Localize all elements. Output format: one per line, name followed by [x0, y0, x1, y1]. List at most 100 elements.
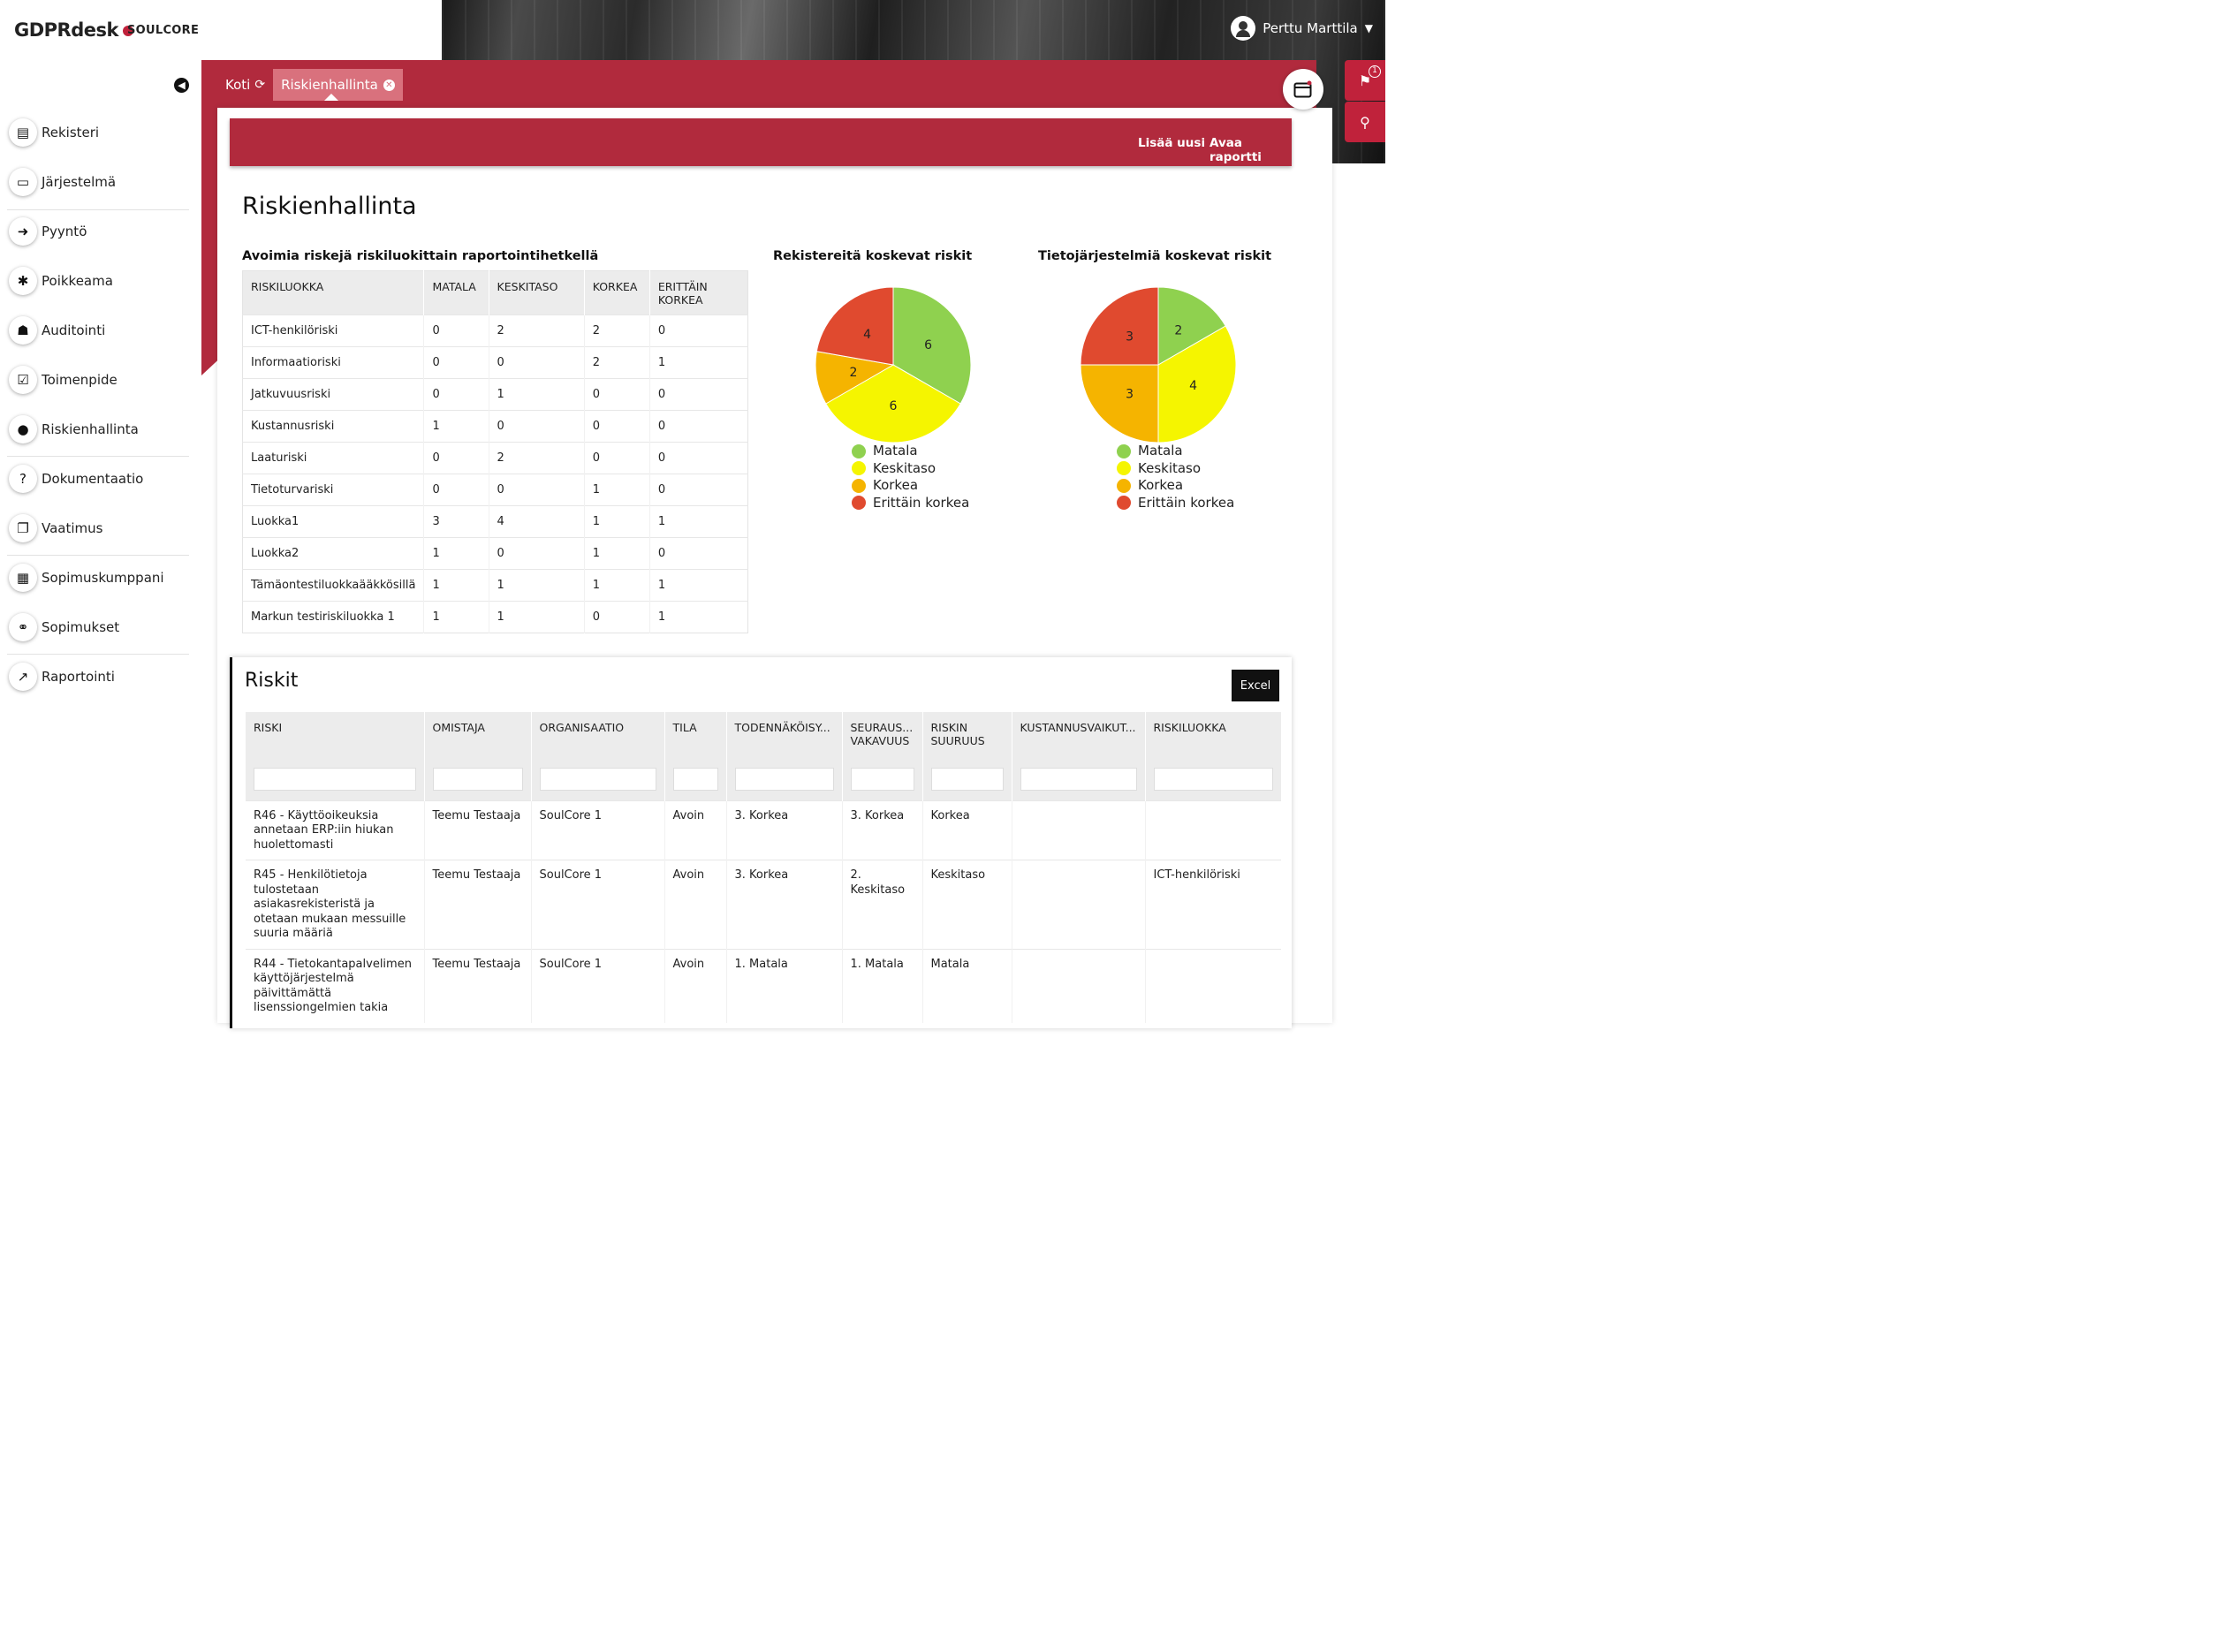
pie-slice-erittäin-korkea[interactable] [1080, 286, 1159, 366]
risk-count-cell: 0 [648, 314, 748, 347]
sidebar-item-poikkeama[interactable]: ✱ Poikkeama [9, 263, 113, 299]
search-button[interactable]: ⚲ [1345, 102, 1385, 142]
column-filter-input[interactable] [1153, 767, 1273, 791]
sidebar-item-dokumentaatio[interactable]: ? Dokumentaatio [9, 461, 143, 496]
sidebar-item-sopimuskumppani[interactable]: ▦ Sopimuskumppani [9, 560, 164, 595]
pie-slice-erittäin-korkea[interactable] [815, 286, 894, 366]
close-circle-icon[interactable]: ✕ [383, 79, 395, 91]
breadcrumb-home[interactable]: Koti ⟳ [217, 77, 273, 93]
column-filter-input[interactable] [1020, 767, 1137, 791]
legend-item[interactable]: Erittäin korkea [852, 495, 969, 512]
column-header[interactable]: KUSTANNUSVAIKUT... [1011, 712, 1145, 767]
breadcrumb-active-tab[interactable]: Riskienhallinta ✕ [273, 69, 403, 101]
column-header[interactable]: RISKI [246, 712, 424, 767]
check-square-icon: ☑ [9, 366, 37, 394]
sidebar-item-label: Poikkeama [42, 273, 113, 289]
risk-count-cell: 4 [488, 505, 585, 538]
legend-item[interactable]: Matala [852, 443, 969, 460]
table-cell: Avoin [664, 860, 726, 949]
table-cell: 1. Matala [841, 948, 922, 1023]
column-header[interactable]: TILA [664, 712, 726, 767]
sidebar-item-sopimukset[interactable]: ⚭ Sopimukset [9, 610, 119, 645]
notifications-button[interactable]: ⚑ 1 [1345, 60, 1385, 101]
filter-cell [1144, 767, 1281, 800]
table-cell [1144, 948, 1281, 1023]
column-header[interactable]: RISKIN SUURUUS [921, 712, 1012, 767]
brand-logo[interactable]: GDPRdesk [14, 19, 133, 41]
column-filter-input[interactable] [734, 767, 834, 791]
column-filter-input[interactable] [850, 767, 914, 791]
sidebar-item-raportointi[interactable]: ↗ Raportointi [9, 659, 115, 694]
table-row[interactable]: R44 - Tietokantapalvelimen käyttöjärjest… [246, 948, 1281, 1023]
table-cell [1011, 860, 1145, 949]
legend-item[interactable]: Keskitaso [1117, 460, 1234, 478]
risk-class-name: Informaatioriski [242, 346, 424, 379]
table-row[interactable]: R46 - Käyttöoikeuksia annetaan ERP:iin h… [246, 799, 1281, 860]
column-filter-input[interactable] [539, 767, 656, 791]
legend-swatch [852, 461, 866, 476]
sidebar-item-pyyntö[interactable]: ➜ Pyyntö [9, 214, 87, 249]
legend-label: Matala [1138, 443, 1183, 458]
legend-item[interactable]: Korkea [1117, 477, 1234, 495]
pie-slice-matala[interactable] [1157, 286, 1226, 366]
sidebar-collapse-icon[interactable]: ◀ [174, 78, 189, 93]
filter-cell [530, 767, 664, 800]
column-filter-input[interactable] [254, 767, 416, 791]
risk-count-cell: 0 [488, 346, 585, 379]
breadcrumb-active-label: Riskienhallinta [281, 77, 378, 93]
column-filter-input[interactable] [432, 767, 523, 791]
sidebar-item-vaatimus[interactable]: ❐ Vaatimus [9, 511, 102, 546]
sidebar-item-rekisteri[interactable]: ▤ Rekisteri [9, 115, 99, 150]
sidebar-item-auditointi[interactable]: ☗ Auditointi [9, 313, 105, 348]
risk-count-cell: 0 [488, 474, 585, 506]
column-header[interactable]: RISKILUOKKA [1144, 712, 1281, 767]
pie-slice-keskitaso[interactable] [1157, 325, 1237, 443]
filter-cell [664, 767, 726, 800]
sidebar-item-järjestelmä[interactable]: ▭ Järjestelmä [9, 164, 116, 200]
sidebar-divider [7, 555, 189, 556]
pie-slice-matala[interactable] [892, 286, 972, 405]
refresh-icon[interactable]: ⟳ [254, 78, 266, 92]
risk-class-name: Jatkuvuusriski [242, 378, 424, 411]
table-cell [1011, 799, 1145, 860]
legend-item[interactable]: Keskitaso [852, 460, 969, 478]
risk-count-cell: 1 [423, 410, 489, 443]
sidebar-item-riskienhallinta[interactable]: ● Riskienhallinta [9, 412, 139, 447]
top-bar: GDPRdesk SOULCORE Perttu Marttila ▼ [0, 0, 1385, 163]
legend-swatch [1117, 461, 1131, 476]
pie-slice-keskitaso[interactable] [825, 364, 961, 443]
line-chart-icon: ↗ [9, 663, 37, 691]
legend-systems: Matala Keskitaso Korkea Erittäin korkea [1117, 443, 1234, 512]
sidebar-item-toimenpide[interactable]: ☑ Toimenpide [9, 362, 118, 398]
pie-slice-label: 3 [1126, 387, 1134, 401]
table-row[interactable]: R45 - Henkilötietoja tulostetaan asiakas… [246, 860, 1281, 949]
column-header[interactable]: OMISTAJA [423, 712, 531, 767]
legend-item[interactable]: Erittäin korkea [1117, 495, 1234, 512]
risk-count-cell: 1 [648, 601, 748, 633]
risk-count-cell: 1 [648, 569, 748, 602]
legend-item[interactable]: Matala [1117, 443, 1234, 460]
pie-slice-label: 2 [849, 366, 857, 380]
table-cell: 2. Keskitaso [841, 860, 922, 949]
risk-count-cell: 1 [488, 378, 585, 411]
column-header[interactable]: TODENNÄKÖISY... [725, 712, 842, 767]
table-cell: SoulCore 1 [530, 860, 664, 949]
open-report-button[interactable]: Avaa raportti [1209, 136, 1262, 164]
legend-item[interactable]: Korkea [852, 477, 969, 495]
excel-export-button[interactable]: Excel [1232, 670, 1279, 701]
risk-count-cell: 0 [648, 442, 748, 474]
table-row: Luokka1 3 4 1 1 [242, 505, 748, 538]
risk-count-cell: 0 [648, 378, 748, 411]
calendar-button[interactable] [1283, 69, 1323, 110]
pie-slice-korkea[interactable] [1080, 364, 1159, 443]
user-menu[interactable]: Perttu Marttila ▼ [1231, 16, 1373, 41]
column-filter-input[interactable] [930, 767, 1004, 791]
chevron-down-icon: ▼ [1364, 22, 1373, 34]
pie-slice-label: 4 [863, 328, 871, 342]
column-header[interactable]: SEURAUS... VAKAVUUS [841, 712, 922, 767]
add-new-button[interactable]: Lisää uusi [1138, 136, 1206, 150]
organization-name: SOULCORE [127, 24, 200, 37]
column-header[interactable]: ORGANISAATIO [530, 712, 664, 767]
page-header-band-tail [201, 163, 217, 375]
column-filter-input[interactable] [672, 767, 718, 791]
